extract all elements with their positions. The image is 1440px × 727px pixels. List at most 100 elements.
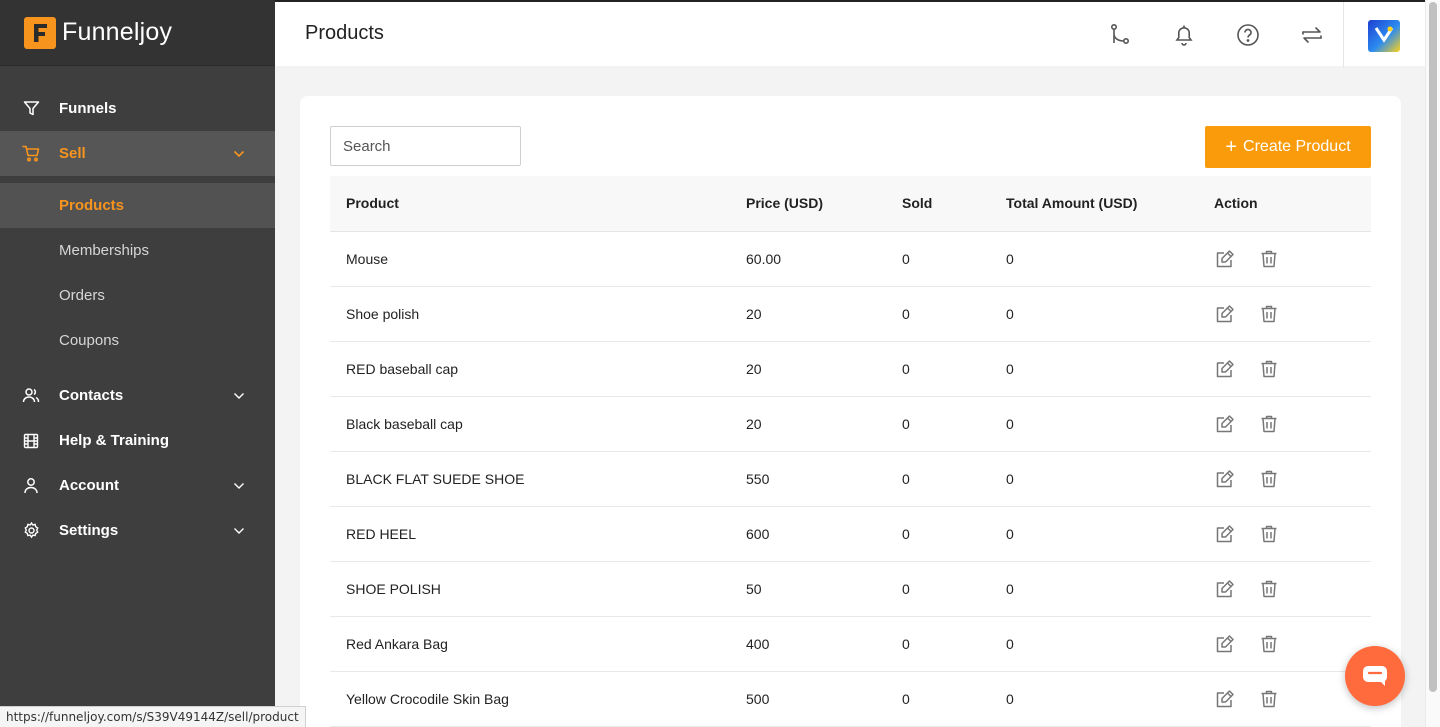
sidebar-item-funnels[interactable]: Funnels [0, 86, 275, 131]
edit-icon[interactable] [1214, 248, 1236, 270]
edit-icon[interactable] [1214, 523, 1236, 545]
column-header-product[interactable]: Product [330, 176, 746, 232]
cell-product: Red Ankara Bag [330, 616, 746, 672]
chevron-down-icon [234, 482, 244, 489]
cell-sold: 0 [902, 671, 1006, 727]
trash-icon[interactable] [1258, 633, 1280, 655]
chevron-down-icon [233, 150, 245, 157]
edit-icon[interactable] [1214, 413, 1236, 435]
table-row: RED baseball cap 20 0 0 [330, 341, 1371, 397]
sync-icon[interactable] [1299, 22, 1325, 48]
sidebar-item-help-training[interactable]: Help & Training [0, 418, 275, 463]
trash-icon[interactable] [1258, 248, 1280, 270]
edit-icon[interactable] [1214, 358, 1236, 380]
edit-icon[interactable] [1214, 468, 1236, 490]
cell-action [1214, 671, 1371, 727]
chat-widget-button[interactable] [1345, 646, 1405, 706]
edit-icon[interactable] [1214, 633, 1236, 655]
cell-product: Shoe polish [330, 286, 746, 342]
column-header-action: Action [1214, 176, 1371, 232]
column-header-sold[interactable]: Sold [902, 176, 1006, 232]
plus-icon: + [1225, 136, 1238, 158]
status-bar-url: https://funneljoy.com/s/S39V49144Z/sell/… [0, 706, 306, 727]
sidebar-sub-coupons[interactable]: Coupons [59, 332, 120, 349]
cell-action [1214, 286, 1371, 342]
edit-icon[interactable] [1214, 578, 1236, 600]
cell-sold: 0 [902, 506, 1006, 562]
trash-icon[interactable] [1258, 358, 1280, 380]
cell-action [1214, 506, 1371, 562]
gear-icon [22, 522, 40, 540]
bell-icon[interactable] [1171, 22, 1197, 48]
chevron-down-icon [234, 392, 244, 399]
cart-icon [22, 145, 40, 163]
cell-sold: 0 [902, 286, 1006, 342]
cell-total: 0 [1006, 506, 1214, 562]
sidebar-item-label: Account [59, 477, 119, 494]
sidebar-item-contacts[interactable]: Contacts [0, 373, 275, 418]
avatar[interactable] [1368, 20, 1400, 52]
trash-icon[interactable] [1258, 468, 1280, 490]
filter-icon [22, 100, 40, 118]
users-icon [22, 387, 40, 405]
table-row: Black baseball cap 20 0 0 [330, 396, 1371, 452]
cell-action [1214, 451, 1371, 507]
brand-name: Funneljoy [62, 18, 173, 46]
scrollbar[interactable] [1425, 0, 1440, 727]
table-row: Red Ankara Bag 400 0 0 [330, 616, 1371, 672]
cell-sold: 0 [902, 616, 1006, 672]
trash-icon[interactable] [1258, 578, 1280, 600]
trash-icon[interactable] [1258, 303, 1280, 325]
cell-total: 0 [1006, 341, 1214, 397]
cell-sold: 0 [902, 231, 1006, 287]
cell-price: 20 [746, 286, 902, 342]
cell-price: 60.00 [746, 231, 902, 287]
sidebar-sub-memberships[interactable]: Memberships [59, 242, 150, 259]
sidebar: Funneljoy Funnels Sell Products Membersh… [0, 0, 275, 727]
cell-total: 0 [1006, 231, 1214, 287]
products-card: + Create Product Product Price (USD) Sol… [300, 96, 1401, 727]
cell-action [1214, 231, 1371, 287]
column-header-price[interactable]: Price (USD) [746, 176, 902, 232]
edit-icon[interactable] [1214, 303, 1236, 325]
sidebar-sub-products[interactable]: Products [0, 183, 275, 228]
help-icon[interactable] [1235, 22, 1261, 48]
table-row: BLACK FLAT SUEDE SHOE 550 0 0 [330, 451, 1371, 507]
table-row: SHOE POLISH 50 0 0 [330, 561, 1371, 617]
cell-sold: 0 [902, 561, 1006, 617]
sidebar-item-sell[interactable]: Sell [0, 131, 275, 176]
chevron-down-icon [234, 527, 244, 534]
scrollbar-thumb[interactable] [1429, 2, 1437, 692]
sidebar-item-account[interactable]: Account [0, 463, 275, 508]
column-header-total[interactable]: Total Amount (USD) [1006, 176, 1214, 232]
trash-icon[interactable] [1258, 413, 1280, 435]
chat-icon [1363, 666, 1387, 686]
trash-icon[interactable] [1258, 688, 1280, 710]
branch-icon[interactable] [1107, 22, 1133, 48]
brand-logo[interactable]: Funneljoy [0, 0, 275, 66]
cell-total: 0 [1006, 561, 1214, 617]
create-product-button[interactable]: + Create Product [1205, 126, 1371, 168]
table-row: Yellow Crocodile Skin Bag 500 0 0 [330, 671, 1371, 727]
sidebar-item-label: Help & Training [59, 432, 170, 449]
sidebar-sub-orders[interactable]: Orders [59, 287, 105, 304]
cell-action [1214, 561, 1371, 617]
sidebar-item-label: Contacts [59, 387, 124, 404]
search-input[interactable] [330, 126, 521, 166]
table-row: Shoe polish 20 0 0 [330, 286, 1371, 342]
edit-icon[interactable] [1214, 688, 1236, 710]
table-row: RED HEEL 600 0 0 [330, 506, 1371, 562]
cell-product: Black baseball cap [330, 396, 746, 452]
cell-total: 0 [1006, 396, 1214, 452]
cell-price: 500 [746, 671, 902, 727]
sidebar-item-settings[interactable]: Settings [0, 508, 275, 553]
trash-icon[interactable] [1258, 523, 1280, 545]
film-icon [22, 432, 40, 450]
sidebar-item-label: Sell [59, 145, 86, 162]
sidebar-nav: Funnels Sell Products Memberships Orders… [0, 86, 275, 553]
cell-product: RED HEEL [330, 506, 746, 562]
cell-action [1214, 616, 1371, 672]
sidebar-item-label: Funnels [59, 100, 117, 117]
products-table: Product Price (USD) Sold Total Amount (U… [330, 176, 1371, 727]
page-title: Products [305, 22, 384, 44]
